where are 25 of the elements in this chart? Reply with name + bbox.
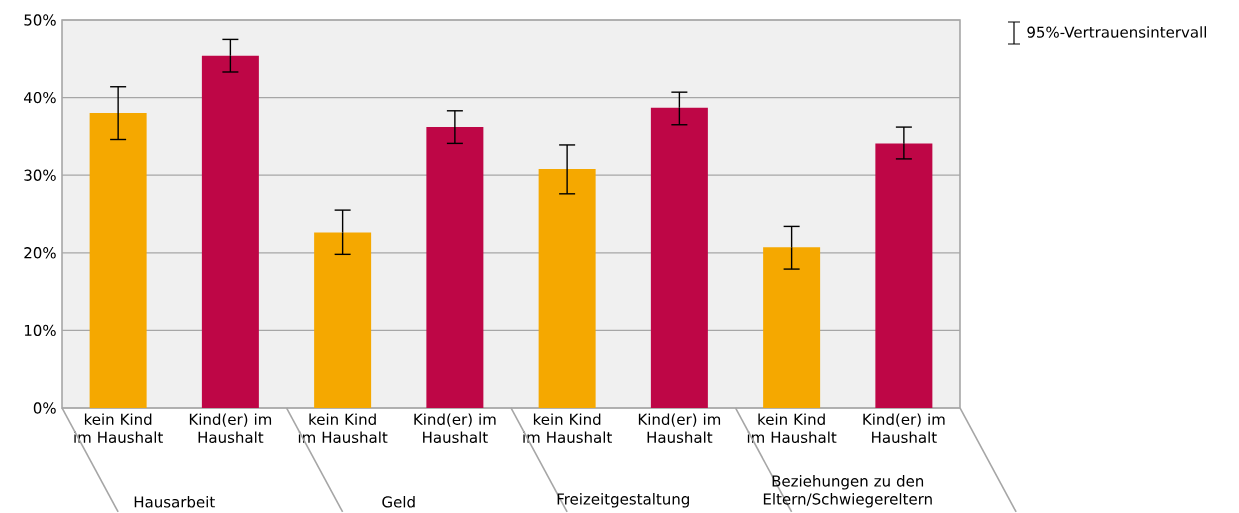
y-tick-label: 40% [23,92,56,104]
bar [89,113,147,409]
x-tick-label: Kind(er) im Haushalt [414,413,496,444]
bar [201,55,259,409]
text: Beziehungen zu den Eltern/Schwiegereltern [763,475,932,508]
x-tick-label: Kind(er) im Haushalt [189,413,272,444]
bar [875,143,933,409]
y-tick-label: 30% [24,169,56,181]
x-tick-label: Kind(er) im Haushalt [863,413,945,444]
bar [426,127,484,409]
bar [538,169,596,409]
bar [314,232,372,409]
y-tick-label: 50% [24,14,56,26]
y-tick-label: 0% [33,402,56,414]
bar [650,107,708,409]
y-tick-label: 20% [24,247,56,259]
text: Geld [382,496,415,508]
text: Freizeitgestaltung [557,493,689,508]
x-tick-label: kein Kind im Haushalt [74,413,163,444]
text: Hausarbeit [134,496,215,508]
x-tick-label: Kind(er) im Haushalt [638,413,721,444]
text: 95%-Vertrauensintervall [1027,26,1206,38]
y-tick-label: 10% [24,324,56,337]
x-tick-label: kein Kind im Haushalt [523,413,612,444]
bar [763,247,821,409]
